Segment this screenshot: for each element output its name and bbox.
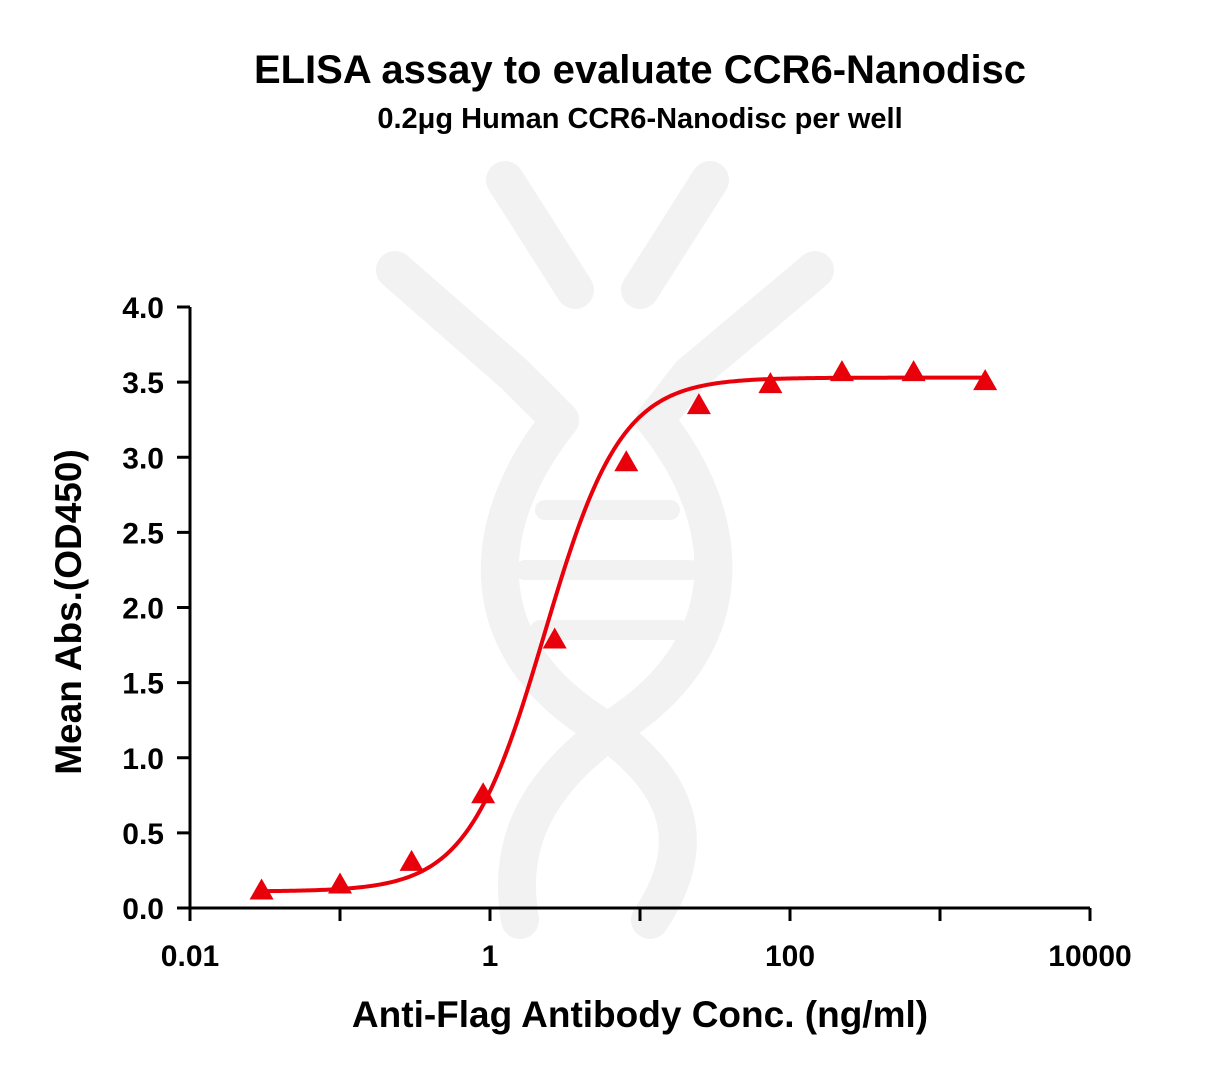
chart-title: ELISA assay to evaluate CCR6-Nanodisc: [254, 48, 1026, 92]
y-tick-label: 1.0: [122, 743, 164, 776]
data-point: [973, 369, 998, 391]
data-point: [614, 450, 639, 472]
x-tick-label: 100: [765, 940, 815, 973]
data-point: [542, 627, 567, 649]
data-point: [686, 393, 711, 415]
watermark-logo: [376, 161, 834, 939]
data-point: [758, 372, 783, 394]
y-tick-label: 3.0: [122, 442, 164, 475]
y-tick-label: 2.5: [122, 517, 164, 550]
y-tick-label: 3.5: [122, 367, 164, 400]
x-axis-title: Anti-Flag Antibody Conc. (ng/ml): [352, 994, 928, 1035]
x-tick-label: 0.01: [161, 940, 219, 973]
data-points-layer: [249, 360, 998, 900]
y-tick-label: 0.0: [122, 893, 164, 926]
data-point: [471, 782, 496, 804]
y-tick-label: 4.0: [122, 292, 164, 325]
chart-subtitle: 0.2μg Human CCR6-Nanodisc per well: [377, 103, 902, 135]
x-ticks: 0.01 1 100 10000: [161, 908, 1132, 973]
data-point: [829, 360, 854, 382]
data-point: [399, 849, 424, 871]
y-axis-title: Mean Abs.(OD450): [48, 449, 89, 775]
y-tick-label: 1.5: [122, 668, 164, 701]
fit-curve-layer: [259, 375, 988, 894]
y-ticks: 0.0 0.5 1.0 1.5 2.0 2.5 3.0 3.5 4.0: [122, 292, 190, 926]
fit-curve: [259, 375, 988, 894]
axes: [188, 307, 1090, 910]
data-point: [328, 872, 352, 894]
x-tick-label: 1: [482, 940, 499, 973]
y-tick-label: 2.0: [122, 593, 164, 626]
y-tick-label: 0.5: [122, 818, 164, 851]
data-point: [249, 878, 274, 900]
data-point: [901, 360, 926, 382]
x-tick-label: 10000: [1048, 940, 1131, 973]
